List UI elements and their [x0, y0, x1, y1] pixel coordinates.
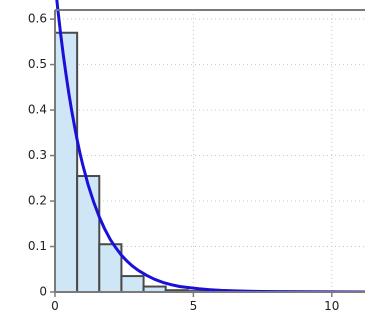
- plot-frame: [50, 9, 365, 297]
- x-tick-label: 0: [51, 299, 59, 313]
- y-tick-label: 0.1: [28, 239, 47, 253]
- y-tick-label: 0.6: [28, 12, 47, 26]
- x-tick-labels: 0 5 10: [51, 299, 339, 313]
- histogram-bar: [120, 275, 145, 294]
- x-tick-label: 10: [324, 299, 339, 313]
- x-tick-label: 5: [190, 299, 198, 313]
- y-tick-label: 0.5: [28, 57, 47, 71]
- density-curve: [55, 0, 365, 292]
- y-tick-labels: 0 0.1 0.2 0.3 0.4 0.5 0.6: [28, 12, 47, 299]
- y-tick-label: 0.2: [28, 194, 47, 208]
- y-tick-label: 0.4: [28, 103, 47, 117]
- y-tick-label: 0: [39, 285, 47, 299]
- density-curve-group: [55, 0, 365, 292]
- histogram-bars: [54, 31, 212, 294]
- histogram-bar: [76, 175, 101, 293]
- y-tick-label: 0.3: [28, 148, 47, 162]
